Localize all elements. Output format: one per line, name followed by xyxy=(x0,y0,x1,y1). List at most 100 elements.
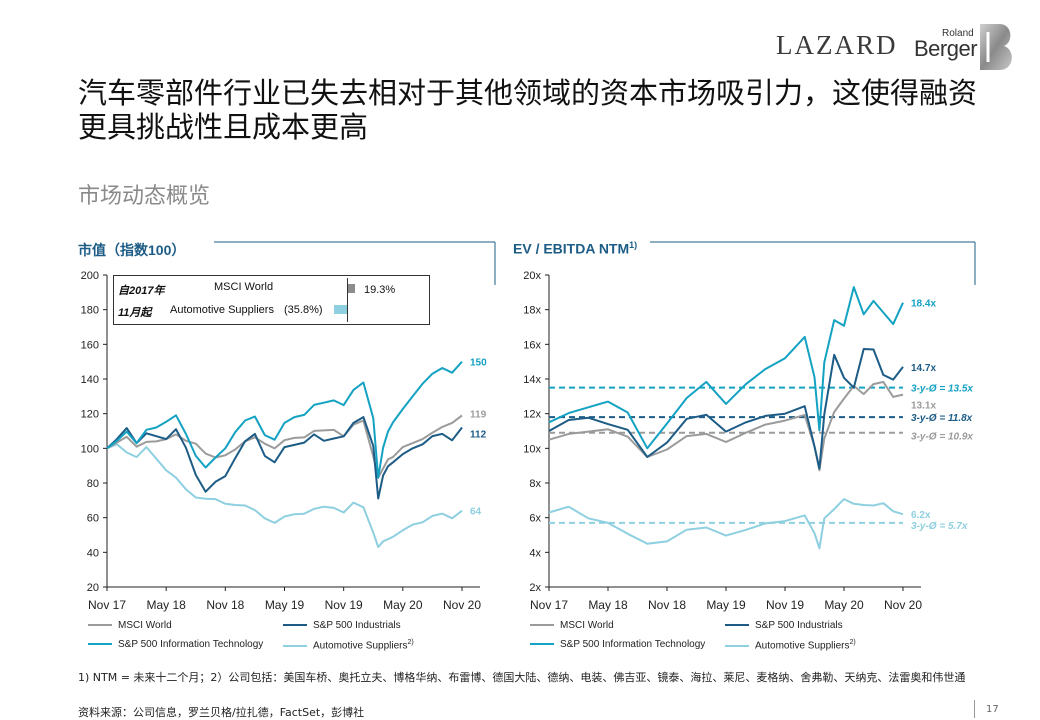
roland-berger-logo-small: Roland xyxy=(942,28,974,39)
inset-row1-value: 19.3% xyxy=(364,284,396,296)
ev-ebitda-chart: 2x 4x 6x 8x 10x 12x 14x 16x 18x 20x Nov 17 May 18 No… xyxy=(523,241,976,612)
left-legend: MSCI World S&P 500 Industrials S&P 500 Inf… xyxy=(88,620,508,656)
right-y-tick-label: 4x xyxy=(529,547,541,559)
right-x-tick-label: Nov 19 xyxy=(766,598,804,612)
left-series-msci xyxy=(106,414,463,479)
left-y-tick-label: 60 xyxy=(87,513,99,525)
right-series-auto xyxy=(548,498,904,550)
left-x-tick-label: Nov 17 xyxy=(88,598,126,612)
legend-item-auto: Automotive Suppliers2) xyxy=(725,639,856,651)
right-x-tick-label: May 19 xyxy=(706,598,746,612)
right-reference-label-sp_it: 3-y-Ø = 13.5x xyxy=(911,384,973,395)
left-end-label-msci: 119 xyxy=(470,409,487,420)
left-series-sp_it xyxy=(106,361,463,479)
right-y-tick-label: 18x xyxy=(523,305,541,317)
right-x-tick-label: Nov 20 xyxy=(884,598,922,612)
legend-swatch-msci xyxy=(530,624,554,627)
inset-zero-axis xyxy=(347,278,348,322)
inset-row2-value: (35.8%) xyxy=(284,304,323,316)
right-y-tick-label: 8x xyxy=(529,478,541,490)
footnote: 1) NTM = 未来十二个月；2）公司包括：美国车桥、奥托立夫、博格华纳、布雷… xyxy=(78,671,966,684)
right-reference-label-msci: 3-y-Ø = 10.9x xyxy=(911,432,973,443)
right-series-msci xyxy=(548,380,904,472)
right-legend: MSCI World S&P 500 Industrials S&P 500 Inf… xyxy=(530,620,950,656)
left-series-auto xyxy=(106,443,463,549)
legend-item-sp_it: S&P 500 Information Technology xyxy=(530,639,705,650)
inset-row1-bar xyxy=(348,284,355,293)
roland-berger-mark-icon xyxy=(980,24,1012,70)
right-reference-label-sp_ind: 3-y-Ø = 11.8x xyxy=(911,413,973,424)
right-x-tick-label: Nov 18 xyxy=(648,598,686,612)
legend-label-sp_ind: S&P 500 Industrials xyxy=(755,620,843,631)
legend-item-sp_ind: S&P 500 Industrials xyxy=(725,620,843,631)
legend-item-sp_ind: S&P 500 Industrials xyxy=(283,620,401,631)
market-cap-chart: 20 40 60 80 100 120 140 160 180 200 Nov 17 May 18 No… xyxy=(81,241,496,612)
left-x-tick-label: Nov 18 xyxy=(206,598,244,612)
right-y-tick-label: 20x xyxy=(523,270,541,282)
legend-label-msci: MSCI World xyxy=(118,620,172,631)
right-end-label-sp_ind: 14.7x xyxy=(911,363,936,374)
left-end-label-sp_it: 150 xyxy=(470,358,487,369)
legend-swatch-sp_it xyxy=(530,643,554,646)
legend-label-msci: MSCI World xyxy=(560,620,614,631)
source-note: 资料来源：公司信息，罗兰贝格/拉扎德，FactSet，彭博社 xyxy=(78,706,365,719)
right-chart-title: EV / EBITDA NTM1) xyxy=(513,240,637,257)
right-end-label-msci: 13.1x xyxy=(911,401,936,412)
left-end-label-auto: 64 xyxy=(470,507,482,518)
left-chart-title: 市值（指数100） xyxy=(78,242,186,258)
left-y-tick-label: 100 xyxy=(81,443,99,455)
left-y-tick-label: 160 xyxy=(81,339,99,351)
right-y-tick-label: 16x xyxy=(523,339,541,351)
legend-swatch-sp_ind xyxy=(283,624,307,627)
right-x-tick-label: Nov 17 xyxy=(530,598,568,612)
performance-inset: 自2017年 11月起 MSCI World Automotive Suppli… xyxy=(113,275,430,325)
right-x-tick-label: May 20 xyxy=(824,598,864,612)
legend-item-msci: MSCI World xyxy=(88,620,172,631)
page-number: 17 xyxy=(986,704,999,715)
inset-row2-bar xyxy=(334,305,347,314)
legend-swatch-msci xyxy=(88,624,112,627)
right-series-sp_ind xyxy=(548,348,904,470)
inset-since-line1: 自2017年 xyxy=(118,285,165,297)
page-separator xyxy=(974,700,975,718)
right-chart-title-text: EV / EBITDA NTM xyxy=(513,240,630,257)
legend-label-sp_ind: S&P 500 Industrials xyxy=(313,620,401,631)
left-y-tick-label: 140 xyxy=(81,374,99,386)
right-y-tick-label: 6x xyxy=(529,513,541,525)
right-y-tick-label: 10x xyxy=(523,443,541,455)
left-x-tick-label: Nov 20 xyxy=(443,598,481,612)
legend-label-sp_it: S&P 500 Information Technology xyxy=(118,639,264,650)
legend-label-auto: Automotive Suppliers xyxy=(313,640,408,652)
left-end-label-sp_ind: 112 xyxy=(470,430,487,441)
legend-item-msci: MSCI World xyxy=(530,620,614,631)
page-title: 汽车零部件行业已失去相对于其他领域的资本市场吸引力，这使得融资更具挑战性且成本更… xyxy=(78,76,978,144)
right-end-label-auto: 6.2x xyxy=(911,510,931,521)
right-series-sp_it xyxy=(548,286,904,450)
left-x-tick-label: Nov 19 xyxy=(325,598,363,612)
right-y-tick-label: 2x xyxy=(529,582,541,594)
legend-sup-auto: 2) xyxy=(407,639,414,646)
left-x-tick-label: May 19 xyxy=(265,598,305,612)
legend-label-auto: Automotive Suppliers xyxy=(755,640,850,652)
left-x-tick-label: May 18 xyxy=(146,598,186,612)
legend-label-sp_it: S&P 500 Information Technology xyxy=(560,639,706,650)
right-reference-label-auto: 3-y-Ø = 5.7x xyxy=(911,521,968,532)
right-end-label-sp_it: 18.4x xyxy=(911,299,936,310)
legend-sup-auto: 2) xyxy=(849,639,856,646)
inset-since-line2: 11月起 xyxy=(118,307,152,319)
inset-row1-label: MSCI World xyxy=(214,281,274,293)
legend-item-auto: Automotive Suppliers2) xyxy=(283,639,414,651)
left-y-tick-label: 80 xyxy=(87,478,99,490)
legend-item-sp_it: S&P 500 Information Technology xyxy=(88,639,263,650)
left-y-tick-label: 180 xyxy=(81,305,99,317)
right-x-tick-label: May 18 xyxy=(588,598,628,612)
inset-row2-label: Automotive Suppliers xyxy=(170,304,274,316)
right-y-tick-label: 12x xyxy=(523,409,541,421)
left-series-sp_ind xyxy=(106,416,463,500)
right-y-tick-label: 14x xyxy=(523,374,541,386)
roland-berger-logo-text: Berger xyxy=(914,36,978,61)
left-y-tick-label: 120 xyxy=(81,409,99,421)
legend-swatch-sp_ind xyxy=(725,624,749,627)
legend-swatch-auto xyxy=(283,644,307,647)
left-y-tick-label: 20 xyxy=(87,582,99,594)
